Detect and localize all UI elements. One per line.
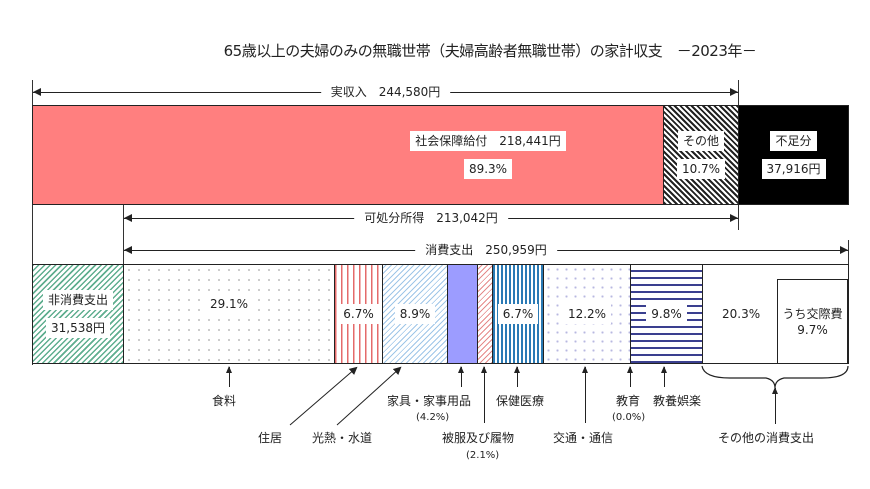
other-income-label: その他 bbox=[677, 131, 724, 151]
utilities-segment: 8.9% bbox=[382, 264, 448, 364]
non-consumption-amount: 31,538円 bbox=[46, 318, 110, 338]
transport-label: 交通・通信 bbox=[553, 431, 614, 445]
social-expense-percent: 9.7% bbox=[797, 322, 828, 337]
utilities-label: 光熱・水道 bbox=[312, 431, 373, 445]
education-arrow bbox=[627, 366, 633, 387]
food-segment: 29.1% bbox=[123, 264, 335, 364]
social-expense-box: うち交際費 9.7% bbox=[777, 279, 848, 364]
consumption-right-line bbox=[848, 240, 849, 265]
education-label: 教育 bbox=[616, 394, 641, 408]
other-income-percent: 10.7% bbox=[676, 159, 726, 179]
deficit-amount: 37,916円 bbox=[761, 159, 826, 179]
disposable-income-arrow: 可処分所得 213,042円 bbox=[124, 210, 738, 226]
culture-arrow bbox=[661, 366, 667, 387]
consumption-label: 消費支出 250,959円 bbox=[415, 242, 557, 258]
culture-segment: 9.8% bbox=[630, 264, 703, 364]
medical-segment: 6.7% bbox=[492, 264, 544, 364]
other-consumption-arrow bbox=[772, 387, 778, 424]
food-percent: 29.1% bbox=[204, 294, 254, 314]
social-security-segment: 社会保障給付 218,441円 89.3% bbox=[32, 105, 664, 205]
chart-title: 65歳以上の夫婦のみの無職世帯（夫婦高齢者無職世帯）の家計収支 －2023年－ bbox=[223, 42, 757, 60]
transport-segment: 12.2% bbox=[543, 264, 631, 364]
housing-segment: 6.7% bbox=[334, 264, 383, 364]
clothing-percent: (2.1%) bbox=[466, 450, 500, 461]
furniture-label: 家具・家事用品 bbox=[387, 394, 472, 408]
income-arrow: 実収入 244,580円 bbox=[33, 84, 738, 100]
social-security-label: 社会保障給付 218,441円 bbox=[410, 131, 566, 151]
food-arrow bbox=[226, 366, 232, 387]
culture-label: 教養娯楽 bbox=[653, 394, 702, 408]
furniture-arrow bbox=[458, 366, 464, 387]
furniture-percent: (4.2%) bbox=[416, 412, 450, 423]
medical-percent: 6.7% bbox=[497, 304, 539, 324]
culture-percent: 9.8% bbox=[646, 304, 687, 324]
education-percent: (0.0%) bbox=[612, 412, 646, 423]
transport-percent: 12.2% bbox=[562, 304, 612, 324]
left-guide-line bbox=[32, 80, 33, 365]
clothing-label: 被服及び履物 bbox=[442, 431, 515, 445]
income-label: 実収入 244,580円 bbox=[320, 84, 451, 100]
social-expense-label: うち交際費 bbox=[782, 306, 843, 321]
other-consumption-percent: 20.3% bbox=[717, 304, 766, 324]
housing-label: 住居 bbox=[258, 431, 283, 445]
non-consumption-label: 非消費支出 bbox=[42, 290, 113, 310]
social-security-percent: 89.3% bbox=[463, 159, 513, 179]
deficit-segment: 不足分 37,916円 bbox=[738, 105, 849, 205]
furniture-segment bbox=[447, 264, 478, 364]
disposable-left-line bbox=[123, 204, 124, 264]
clothing-arrow bbox=[481, 366, 487, 423]
transport-arrow bbox=[582, 366, 588, 423]
other-consumption-label: その他の消費支出 bbox=[718, 431, 815, 445]
medical-label: 保健医療 bbox=[496, 394, 545, 408]
deficit-label: 不足分 bbox=[770, 131, 817, 151]
medical-arrow bbox=[514, 366, 520, 387]
disposable-income-label: 可処分所得 213,042円 bbox=[354, 210, 508, 226]
utilities-percent: 8.9% bbox=[394, 304, 436, 324]
housing-percent: 6.7% bbox=[338, 304, 379, 324]
consumption-arrow: 消費支出 250,959円 bbox=[124, 242, 848, 258]
non-consumption-segment: 非消費支出 31,538円 bbox=[32, 264, 124, 364]
food-label: 食料 bbox=[212, 394, 237, 408]
